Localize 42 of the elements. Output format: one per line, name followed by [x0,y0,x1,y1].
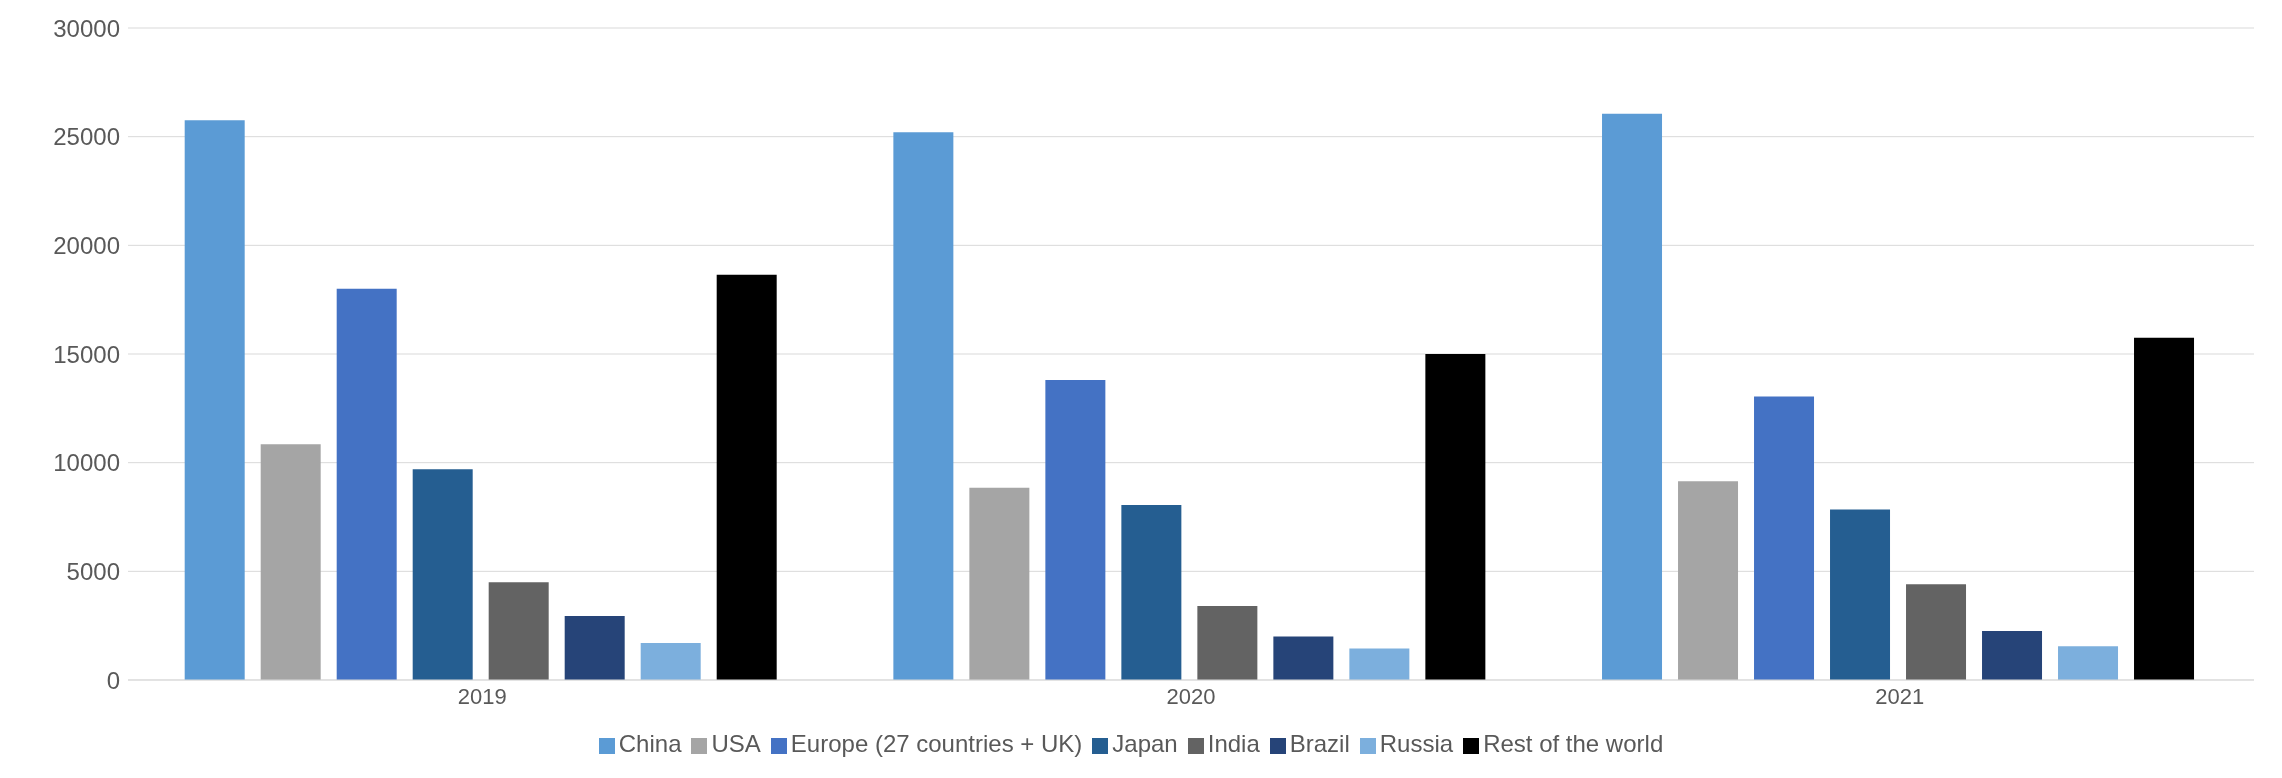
bar [716,274,777,680]
bar [564,615,625,680]
bar [1982,631,2043,680]
bar [969,487,1030,680]
bar [1121,505,1182,680]
legend-label: Russia [1379,730,1454,757]
x-tick-label: 2021 [1875,683,1925,709]
legend-label: India [1207,730,1260,757]
bar [2058,646,2119,680]
x-tick-label: 2019 [457,683,507,709]
legend-label: China [618,730,682,757]
y-tick-label: 25000 [53,123,120,151]
y-tick-label: 10000 [53,449,120,477]
bar [640,643,701,680]
bar [412,469,473,680]
bar [1602,113,1663,680]
bar [1830,509,1891,680]
bar [1349,648,1410,680]
legend-label: Rest of the world [1483,730,1664,757]
bar [1197,606,1258,680]
y-tick-label: 20000 [53,231,120,259]
y-tick-label: 0 [106,666,120,694]
bar [488,582,549,680]
bar [2134,337,2195,680]
bar [1678,481,1739,680]
y-tick-label: 15000 [53,340,120,368]
bar [1754,396,1815,680]
bar [1273,636,1334,680]
bar [1906,584,1967,680]
bar [1045,380,1106,680]
legend-label: Brazil [1289,730,1350,757]
bar [184,120,245,680]
y-tick-label: 30000 [53,14,120,42]
bar [260,444,321,680]
x-tick-label: 2020 [1166,683,1216,709]
legend-label: Japan [1112,730,1178,757]
legend-label: Europe (27 countries + UK) [790,730,1083,757]
bar [893,132,954,680]
bar [336,288,397,680]
y-tick-label: 5000 [66,557,120,585]
bar [1425,354,1486,680]
legend-label: USA [711,730,761,757]
